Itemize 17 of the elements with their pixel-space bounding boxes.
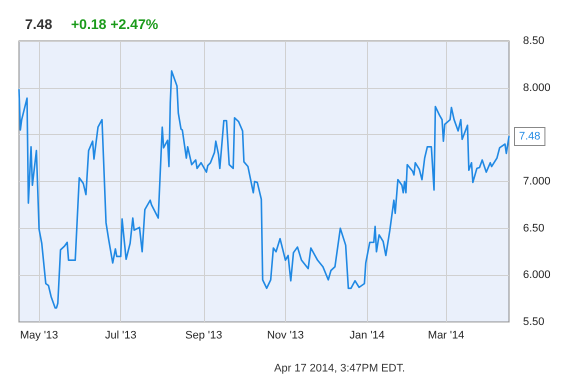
y-tick-label: 5.50	[523, 316, 544, 328]
chart-subtitle: +0.18 +2.47%	[71, 16, 159, 32]
x-tick-label: Jan '14	[350, 330, 385, 342]
x-tick-label: Sep '13	[185, 330, 222, 342]
x-tick-label: May '13	[20, 330, 58, 342]
x-tick-label: Nov '13	[266, 330, 304, 342]
text: Apr 17 2014, 3:47PM EDT.	[274, 362, 406, 374]
y-tick-label: 7.000	[523, 176, 551, 188]
x-tick-label: Mar '14	[428, 330, 464, 342]
y-tick-label: 8.50	[523, 35, 544, 47]
y-tick-label: 8.000	[523, 82, 551, 94]
line-series	[18, 70, 510, 309]
y-tick-label: 6.000	[523, 269, 551, 282]
chart-title: 7.48	[25, 16, 52, 32]
annotation: 7.48	[519, 130, 540, 143]
y-tick-label: 6.50	[523, 222, 544, 234]
x-tick-label: Jul '13	[105, 330, 136, 342]
